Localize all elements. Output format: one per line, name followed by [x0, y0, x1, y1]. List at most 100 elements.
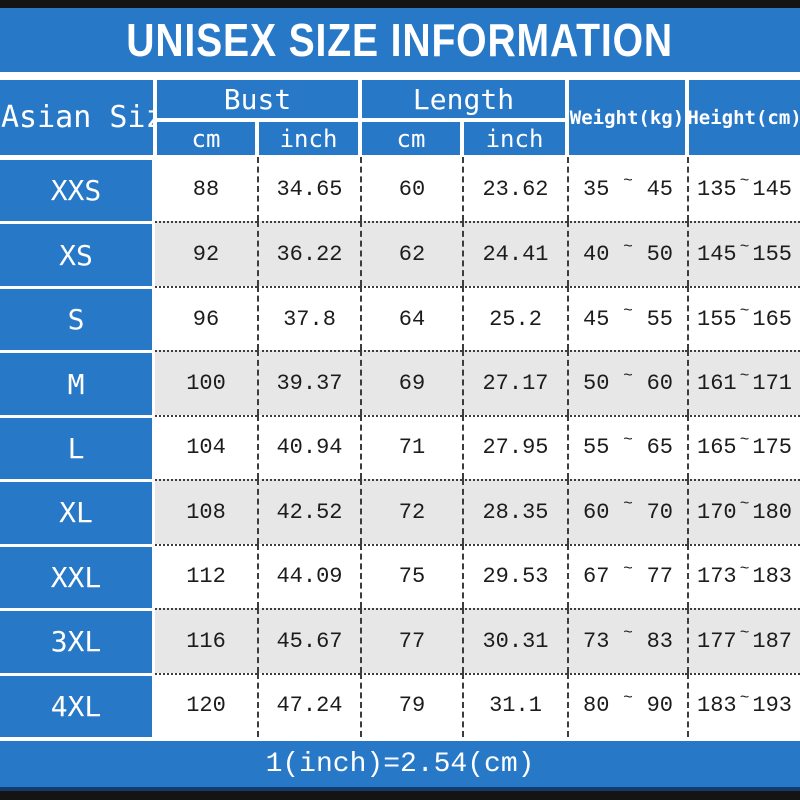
bust-inch-value: 42.52	[257, 479, 360, 544]
weight-range: 45 ~ 55	[567, 285, 687, 351]
length-inch-value: 28.35	[462, 479, 567, 544]
size-table: Asian Size Bust Length Weight(kg) Height…	[0, 78, 800, 737]
height-min: 177	[697, 628, 737, 654]
length-inch-value: 27.17	[462, 350, 567, 415]
tilde-icon: ~	[623, 559, 633, 578]
length-cm-value: 62	[360, 221, 462, 286]
weight-max: 77	[646, 564, 673, 590]
height-range: 183 ~ 193	[687, 672, 800, 737]
height-min: 183	[697, 693, 737, 719]
tilde-icon: ~	[623, 688, 633, 707]
height-range: 177 ~ 187	[687, 608, 800, 673]
tilde-icon: ~	[623, 302, 633, 321]
length-cm-value: 72	[360, 479, 462, 544]
weight-max: 70	[646, 499, 673, 525]
weight-max: 55	[646, 306, 673, 332]
height-max: 175	[752, 435, 792, 461]
size-label: XXS	[0, 157, 155, 222]
bust-cm-value: 112	[155, 543, 257, 609]
size-label: XXL	[0, 543, 155, 609]
height-range: 155 ~ 165	[687, 285, 800, 351]
size-label: XS	[0, 221, 155, 286]
size-label: L	[0, 414, 155, 480]
tilde-icon: ~	[623, 624, 633, 643]
bust-inch-value: 37.8	[257, 285, 360, 351]
weight-range: 80 ~ 90	[567, 672, 687, 737]
bust-inch-value: 36.22	[257, 221, 360, 286]
height-range: 165 ~ 175	[687, 414, 800, 480]
weight-min: 67	[583, 564, 610, 590]
conversion-note: 1(inch)=2.54(cm)	[265, 748, 535, 780]
tilde-icon: ~	[739, 559, 750, 578]
top-black-strip	[0, 0, 800, 8]
length-inch-value: 23.62	[462, 157, 567, 222]
height-range: 173 ~ 183	[687, 543, 800, 609]
tilde-icon: ~	[739, 366, 750, 385]
weight-max: 83	[646, 628, 673, 654]
height-max: 180	[752, 499, 792, 525]
height-max: 155	[752, 242, 792, 268]
size-label: XL	[0, 479, 155, 544]
height-max: 187	[752, 628, 792, 654]
height-min: 145	[697, 242, 737, 268]
title-divider	[0, 72, 800, 78]
height-range: 135 ~ 145	[687, 157, 800, 222]
size-label: S	[0, 285, 155, 351]
weight-max: 60	[646, 371, 673, 397]
height-min: 170	[697, 499, 737, 525]
height-range: 170 ~ 180	[687, 479, 800, 544]
subheader-bust-cm: cm	[155, 120, 257, 157]
weight-min: 80	[583, 693, 610, 719]
bust-cm-value: 116	[155, 608, 257, 673]
length-cm-value: 75	[360, 543, 462, 609]
tilde-icon: ~	[623, 172, 633, 191]
height-min: 155	[697, 306, 737, 332]
page-title: UNISEX SIZE INFORMATION	[126, 14, 674, 66]
bust-cm-value: 104	[155, 414, 257, 480]
tilde-icon: ~	[623, 237, 633, 256]
bust-cm-value: 96	[155, 285, 257, 351]
size-label: 3XL	[0, 608, 155, 673]
length-inch-value: 31.1	[462, 672, 567, 737]
footer-divider	[0, 737, 800, 741]
weight-min: 50	[583, 371, 610, 397]
height-range: 161 ~ 171	[687, 350, 800, 415]
weight-range: 55 ~ 65	[567, 414, 687, 480]
weight-min: 45	[583, 306, 610, 332]
weight-max: 90	[646, 693, 673, 719]
bust-cm-value: 88	[155, 157, 257, 222]
bust-inch-value: 34.65	[257, 157, 360, 222]
weight-range: 40 ~ 50	[567, 221, 687, 286]
weight-range: 73 ~ 83	[567, 608, 687, 673]
height-min: 161	[697, 371, 737, 397]
height-min: 173	[697, 564, 737, 590]
tilde-icon: ~	[623, 430, 633, 449]
tilde-icon: ~	[623, 366, 633, 385]
bust-inch-value: 39.37	[257, 350, 360, 415]
weight-range: 35 ~ 45	[567, 157, 687, 222]
subheader-length-inch: inch	[462, 120, 567, 157]
bust-cm-value: 100	[155, 350, 257, 415]
length-cm-value: 64	[360, 285, 462, 351]
bust-inch-value: 45.67	[257, 608, 360, 673]
length-inch-value: 25.2	[462, 285, 567, 351]
weight-min: 40	[583, 242, 610, 268]
column-header-height: Height(cm)	[687, 78, 800, 157]
length-inch-value: 27.95	[462, 414, 567, 480]
weight-min: 60	[583, 499, 610, 525]
title-bar: UNISEX SIZE INFORMATION	[0, 8, 800, 72]
length-cm-value: 71	[360, 414, 462, 480]
height-max: 183	[752, 564, 792, 590]
tilde-icon: ~	[739, 302, 750, 321]
tilde-icon: ~	[739, 624, 750, 643]
column-group-length: Length	[360, 78, 567, 120]
length-inch-value: 24.41	[462, 221, 567, 286]
height-range: 145 ~ 155	[687, 221, 800, 286]
weight-min: 35	[583, 176, 610, 202]
column-group-bust: Bust	[155, 78, 360, 120]
weight-min: 73	[583, 628, 610, 654]
tilde-icon: ~	[739, 495, 750, 514]
length-cm-value: 79	[360, 672, 462, 737]
weight-range: 60 ~ 70	[567, 479, 687, 544]
height-min: 165	[697, 435, 737, 461]
